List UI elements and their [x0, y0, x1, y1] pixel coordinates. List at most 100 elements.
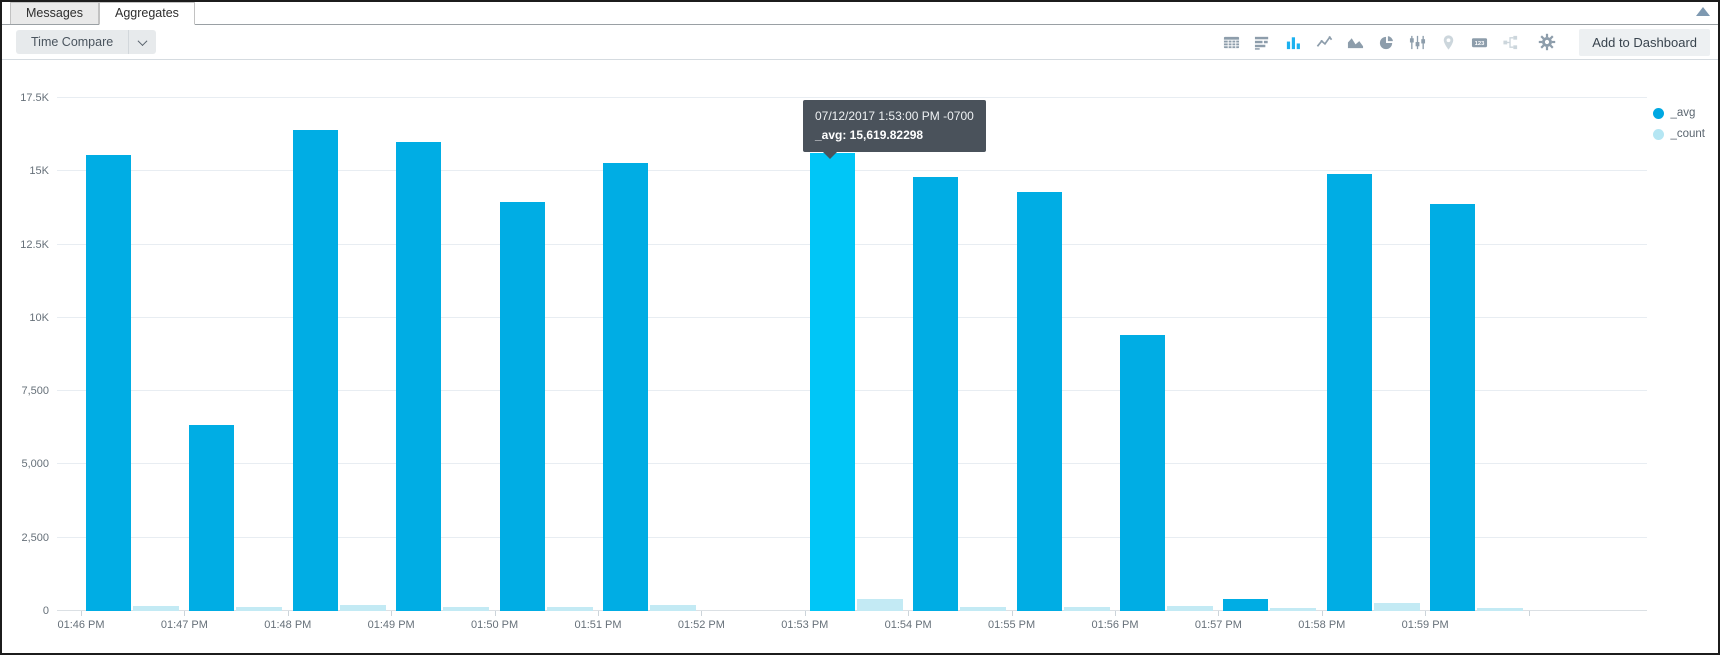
chart-type-toolbar: 123 Add to Dashboard — [1222, 28, 1710, 56]
y-axis-label: 7,500 — [21, 385, 49, 398]
count-bar-01:48-PM[interactable] — [339, 604, 386, 611]
count-bar-01:53-PM[interactable] — [856, 599, 903, 611]
single-value-icon[interactable]: 123 — [1470, 33, 1488, 51]
time-compare-dropdown[interactable] — [129, 30, 156, 54]
legend-swatch-_avg — [1653, 107, 1665, 119]
x-axis-label: 01:53 PM — [781, 619, 829, 631]
tooltip-arrow — [823, 151, 837, 159]
count-bar-01:51-PM[interactable] — [650, 605, 696, 611]
count-bar-01:55-PM[interactable] — [1063, 606, 1110, 611]
axis-tick — [1528, 611, 1530, 616]
count-bar-01:50-PM[interactable] — [546, 607, 593, 611]
x-axis-label: 01:47 PM — [160, 619, 208, 631]
axis-tick — [598, 611, 599, 616]
axis-tick — [1011, 611, 1013, 616]
time-compare-label: Time Compare — [31, 35, 114, 49]
count-bar-01:47-PM[interactable] — [236, 607, 283, 611]
avg-bar-01:57-PM[interactable] — [1223, 598, 1269, 611]
axis-tick — [1218, 611, 1220, 616]
gridline — [57, 97, 1647, 98]
avg-bar-01:58-PM[interactable] — [1326, 174, 1372, 611]
avg-bar-01:56-PM[interactable] — [1120, 335, 1165, 611]
results-tabbar: Messages Aggregates — [2, 2, 1718, 25]
gear-icon[interactable] — [1538, 33, 1556, 51]
axis-tick — [184, 611, 186, 616]
count-bar-01:56-PM[interactable] — [1167, 606, 1213, 611]
x-axis-label: 01:58 PM — [1298, 619, 1346, 631]
count-bar-01:54-PM[interactable] — [960, 607, 1007, 611]
x-axis-label: 01:57 PM — [1194, 619, 1242, 631]
legend-item-_avg[interactable]: _avg — [1653, 107, 1705, 119]
y-axis-label: 0 — [42, 605, 49, 617]
avg-bar-01:46-PM[interactable] — [86, 155, 131, 611]
tooltip-value: _avg: 15,619.82298 — [815, 127, 924, 142]
time-compare-button[interactable]: Time Compare — [16, 30, 157, 54]
avg-bar-01:47-PM[interactable] — [189, 424, 235, 611]
x-axis-label: 01:54 PM — [884, 619, 932, 631]
x-axis-label: 01:50 PM — [471, 619, 519, 631]
box-plot-icon[interactable] — [1408, 33, 1426, 51]
y-axis-label: 2,500 — [21, 531, 49, 544]
legend-label: _avg — [1670, 107, 1696, 119]
pie-chart-icon[interactable] — [1377, 33, 1395, 51]
avg-bar-01:48-PM[interactable] — [292, 130, 338, 611]
y-axis-label: 17.5K — [20, 92, 49, 104]
avg-bar-01:55-PM[interactable] — [1016, 191, 1062, 611]
axis-tick — [908, 611, 910, 616]
axis-tick — [1425, 611, 1427, 616]
avg-bar-01:50-PM[interactable] — [499, 202, 545, 611]
avg-bar-01:59-PM[interactable] — [1430, 203, 1476, 611]
axis-tick — [701, 611, 703, 616]
axis-tick — [804, 611, 806, 616]
axis-tick — [81, 611, 82, 616]
avg-bar-01:49-PM[interactable] — [396, 141, 442, 611]
chart-toolbar: Time Compare — [2, 25, 1718, 60]
count-bar-01:46-PM[interactable] — [133, 606, 179, 611]
x-axis-label: 01:49 PM — [367, 619, 415, 631]
x-axis-label: 01:46 PM — [57, 619, 105, 631]
button-divider — [128, 30, 130, 54]
y-axis-label: 12.5K — [20, 238, 49, 251]
bar-horizontal-icon[interactable] — [1253, 33, 1271, 51]
plot-area: 07/12/2017 1:53:00 PM -0700 _avg: 15,619… — [57, 97, 1647, 631]
add-to-dashboard-button[interactable]: Add to Dashboard — [1579, 28, 1710, 56]
tooltip-timestamp: 07/12/2017 1:53:00 PM -0700 — [815, 109, 974, 123]
axis-tick — [391, 611, 393, 616]
count-bar-01:58-PM[interactable] — [1373, 603, 1420, 611]
axis-tick — [1115, 611, 1116, 616]
avg-bar-01:54-PM[interactable] — [913, 177, 959, 611]
count-bar-01:59-PM[interactable] — [1477, 608, 1524, 611]
line-chart-icon[interactable] — [1315, 33, 1333, 51]
x-axis-label: 01:48 PM — [264, 619, 312, 631]
y-axis-label: 15K — [29, 165, 49, 178]
count-bar-01:49-PM[interactable] — [443, 606, 490, 611]
transaction-flow-icon[interactable] — [1501, 33, 1519, 51]
svg-text:123: 123 — [1474, 41, 1485, 47]
area-chart-icon[interactable] — [1346, 33, 1364, 51]
tab-messages[interactable]: Messages — [10, 2, 99, 24]
scroll-up-icon[interactable] — [1696, 7, 1710, 16]
chevron-down-icon — [137, 35, 148, 46]
x-axis-label: 01:56 PM — [1091, 619, 1139, 631]
map-pin-icon[interactable] — [1439, 33, 1457, 51]
legend-item-_count[interactable]: _count — [1653, 128, 1705, 140]
legend-label: _count — [1670, 128, 1705, 140]
y-axis-label: 10K — [29, 311, 49, 324]
x-axis-label: 01:59 PM — [1401, 619, 1449, 631]
bar-chart-icon[interactable] — [1284, 33, 1302, 51]
x-axis-label: 01:55 PM — [988, 619, 1036, 631]
avg-bar-01:51-PM[interactable] — [603, 162, 648, 611]
axis-tick — [1321, 611, 1323, 616]
tab-aggregates[interactable]: Aggregates — [98, 2, 195, 25]
legend-swatch-_count — [1653, 128, 1665, 140]
avg-bar-01:53-PM[interactable] — [809, 153, 855, 611]
count-bar-01:57-PM[interactable] — [1270, 607, 1317, 611]
axis-tick — [494, 611, 496, 616]
chart-legend: _avg _count — [1653, 107, 1705, 140]
axis-tick — [287, 611, 289, 616]
x-axis-label: 01:52 PM — [677, 619, 725, 631]
table-icon[interactable] — [1222, 33, 1240, 51]
x-axis-label: 01:51 PM — [574, 619, 622, 631]
chart-tooltip: 07/12/2017 1:53:00 PM -0700 _avg: 15,619… — [803, 100, 986, 159]
